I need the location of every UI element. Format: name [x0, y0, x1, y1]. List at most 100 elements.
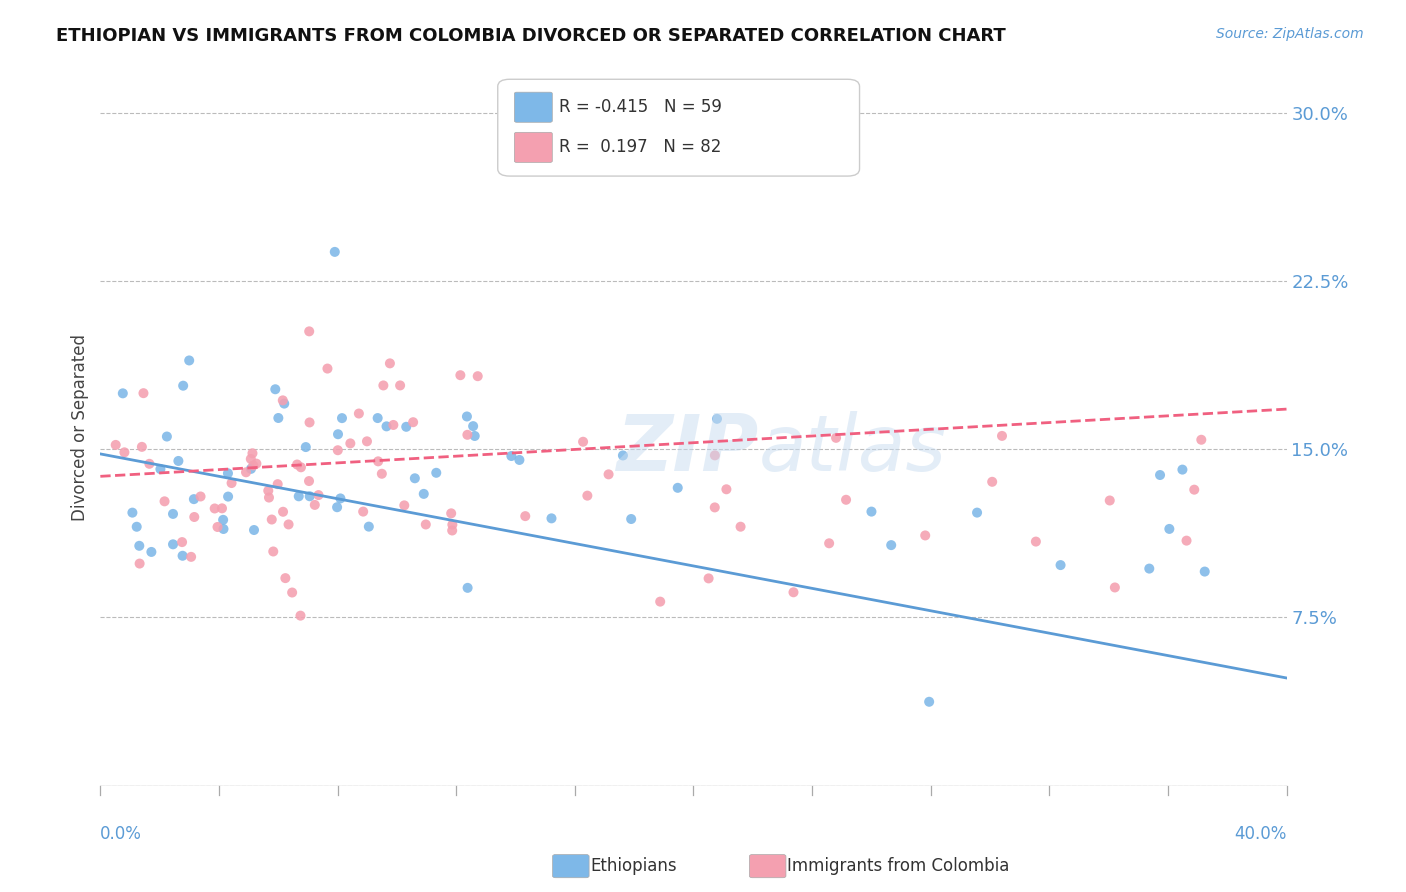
Point — [860, 505, 883, 519]
Point — [1137, 561, 1160, 575]
Point — [162, 537, 184, 551]
Point — [918, 695, 941, 709]
Point — [183, 492, 205, 507]
Point — [367, 411, 389, 425]
Point — [242, 458, 264, 473]
FancyBboxPatch shape — [498, 79, 859, 176]
Point — [449, 368, 471, 383]
Point — [156, 429, 179, 443]
Point — [271, 505, 294, 519]
Point — [242, 446, 264, 460]
Point — [456, 427, 478, 442]
Text: 0.0%: 0.0% — [100, 825, 142, 843]
Text: Immigrants from Colombia: Immigrants from Colombia — [787, 857, 1010, 875]
Point — [167, 454, 190, 468]
Point — [404, 471, 426, 485]
Point — [467, 369, 489, 384]
Point — [412, 487, 434, 501]
Point — [371, 467, 394, 481]
Point — [339, 436, 361, 450]
Y-axis label: Divorced or Separated: Divorced or Separated — [72, 334, 89, 521]
Point — [1175, 533, 1198, 548]
Point — [716, 483, 738, 497]
Point — [285, 458, 308, 472]
Point — [1182, 483, 1205, 497]
Point — [456, 409, 478, 424]
Point — [207, 520, 229, 534]
Point — [128, 539, 150, 553]
Point — [666, 481, 689, 495]
Point — [515, 509, 537, 524]
Point — [264, 382, 287, 396]
Point — [121, 506, 143, 520]
Point — [367, 454, 389, 468]
Point — [329, 491, 352, 506]
Text: R =  0.197   N = 82: R = 0.197 N = 82 — [560, 138, 721, 156]
Point — [441, 524, 464, 538]
Point — [274, 571, 297, 585]
Point — [730, 519, 752, 533]
Point — [125, 520, 148, 534]
Point — [572, 434, 595, 449]
Point — [290, 460, 312, 475]
Point — [257, 491, 280, 505]
Point — [389, 378, 412, 392]
Point — [287, 489, 309, 503]
Text: ETHIOPIAN VS IMMIGRANTS FROM COLOMBIA DIVORCED OR SEPARATED CORRELATION CHART: ETHIOPIAN VS IMMIGRANTS FROM COLOMBIA DI… — [56, 27, 1005, 45]
Point — [1049, 558, 1071, 573]
Point — [703, 448, 725, 462]
Point — [257, 483, 280, 498]
Point — [914, 528, 936, 542]
Point — [981, 475, 1004, 489]
Point — [1189, 433, 1212, 447]
Point — [347, 407, 370, 421]
Point — [316, 361, 339, 376]
Point — [1104, 581, 1126, 595]
Point — [172, 378, 194, 392]
Point — [298, 489, 321, 503]
Point — [304, 498, 326, 512]
Point — [464, 429, 486, 443]
Point — [170, 535, 193, 549]
Point — [395, 419, 418, 434]
Point — [141, 545, 163, 559]
Point — [441, 517, 464, 532]
Point — [825, 431, 848, 445]
Text: 40.0%: 40.0% — [1234, 825, 1286, 843]
Point — [277, 517, 299, 532]
Point — [425, 466, 447, 480]
Point — [394, 499, 416, 513]
Text: ZIP: ZIP — [616, 410, 759, 486]
Point — [267, 477, 290, 491]
Point — [235, 465, 257, 479]
Point — [111, 386, 134, 401]
Point — [880, 538, 903, 552]
Point — [835, 492, 858, 507]
Point — [1098, 493, 1121, 508]
Point — [298, 416, 321, 430]
Point — [501, 449, 523, 463]
Point — [245, 457, 267, 471]
Point — [415, 517, 437, 532]
Point — [508, 453, 530, 467]
Point — [352, 505, 374, 519]
Point — [620, 512, 643, 526]
Point — [326, 500, 349, 515]
Text: R = -0.415   N = 59: R = -0.415 N = 59 — [560, 98, 723, 116]
Point — [440, 506, 463, 520]
Point — [294, 440, 316, 454]
Point — [128, 557, 150, 571]
Point — [190, 490, 212, 504]
Point — [271, 393, 294, 408]
Point — [298, 474, 321, 488]
Point — [1149, 468, 1171, 483]
Point — [243, 523, 266, 537]
Point — [104, 438, 127, 452]
Point — [782, 585, 804, 599]
Point — [330, 411, 353, 425]
Point — [378, 356, 401, 370]
Text: Source: ZipAtlas.com: Source: ZipAtlas.com — [1216, 27, 1364, 41]
Point — [281, 585, 304, 599]
Point — [204, 501, 226, 516]
Point — [326, 427, 349, 442]
